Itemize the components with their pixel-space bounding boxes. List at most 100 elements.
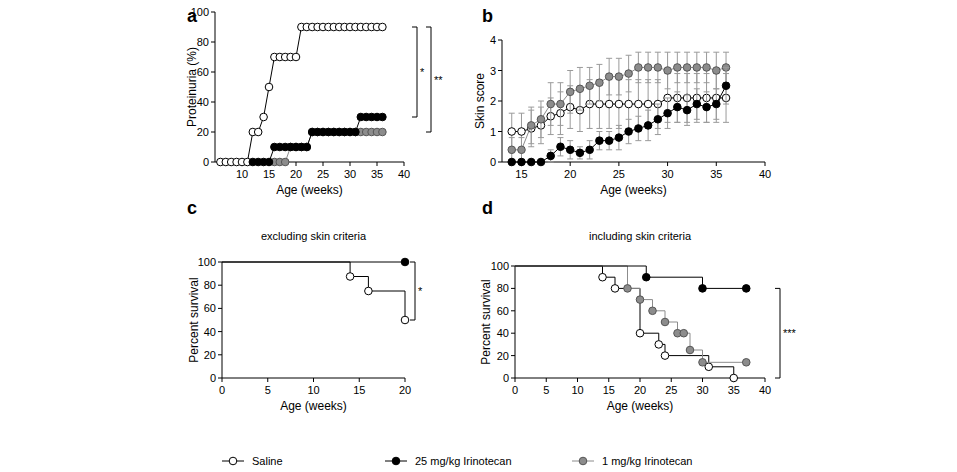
x-tick: [640, 378, 641, 382]
x-tick: [618, 162, 619, 166]
error-cap: [548, 134, 554, 135]
x-tick-label: 40: [398, 168, 410, 180]
panel-label: b: [482, 6, 493, 26]
error-cap: [548, 82, 554, 83]
y-axis-label: Proteinuria (%): [185, 47, 199, 127]
x-tick: [765, 162, 766, 166]
x-tick-label: 5: [543, 384, 549, 396]
y-axis-label: Skin score: [473, 73, 487, 129]
error-cap: [587, 128, 593, 129]
marker: [664, 67, 672, 75]
x-axis-label: Age (weeks): [280, 399, 347, 413]
marker: [379, 23, 387, 31]
marker: [655, 341, 663, 349]
error-cap: [538, 101, 544, 102]
error-cap: [567, 113, 573, 114]
x-tick: [546, 378, 547, 382]
series-line: [515, 266, 746, 288]
marker: [642, 273, 650, 281]
error-cap: [577, 67, 583, 68]
marker: [518, 146, 526, 154]
y-tick-label: 1: [490, 126, 496, 138]
x-tick: [570, 162, 571, 166]
error-cap: [713, 52, 719, 53]
y-tick: [211, 162, 215, 163]
marker: [664, 109, 672, 117]
marker: [722, 82, 730, 90]
series-line: [512, 67, 726, 149]
error-cap: [704, 122, 710, 123]
error-cap: [577, 146, 583, 147]
marker: [703, 103, 711, 111]
series-line: [222, 262, 405, 263]
error-cap: [723, 52, 729, 53]
y-tick-label: 0: [210, 372, 216, 384]
x-tick-label: 30: [696, 384, 708, 396]
error-cap: [655, 82, 661, 83]
marker: [674, 64, 682, 72]
error-cap: [577, 131, 583, 132]
figure: a02040608010010152025303540Age (weeks)Pr…: [0, 0, 957, 472]
error-cap: [616, 125, 622, 126]
y-tick: [211, 42, 215, 43]
error-cap: [635, 116, 641, 117]
marker: [508, 158, 516, 166]
series-line: [515, 266, 734, 378]
marker: [254, 128, 262, 136]
error-cap: [665, 52, 671, 53]
marker: [303, 143, 311, 151]
x-tick: [515, 378, 516, 382]
panel-d: dincluding skin criteria0204060801000510…: [479, 198, 797, 413]
significance-label: **: [434, 74, 443, 86]
y-tick: [211, 132, 215, 133]
marker: [518, 128, 526, 136]
marker: [635, 125, 643, 133]
marker: [615, 73, 623, 81]
marker: [625, 70, 633, 78]
error-cap: [674, 52, 680, 53]
y-axis-label: Percent survival: [187, 277, 201, 362]
error-cap: [567, 128, 573, 129]
y-axis: [515, 266, 516, 378]
series-line: [512, 86, 726, 162]
y-tick-label: 80: [204, 279, 216, 291]
marker: [576, 85, 584, 93]
marker: [699, 359, 707, 367]
marker: [599, 273, 607, 281]
y-tick: [511, 378, 515, 379]
error-cap: [606, 58, 612, 59]
error-cap: [557, 125, 563, 126]
x-tick-label: 20: [399, 384, 411, 396]
x-tick: [716, 162, 717, 166]
error-cap: [635, 82, 641, 83]
marker: [508, 146, 516, 154]
marker: [557, 100, 565, 108]
error-cap: [587, 140, 593, 141]
marker: [635, 100, 643, 108]
plot-area: Saline1 mg/kg Irinotecan25 mg/kg Irinote…: [217, 23, 387, 166]
error-cap: [694, 88, 700, 89]
marker: [605, 137, 613, 145]
error-cap: [518, 137, 524, 138]
marker: [644, 100, 652, 108]
y-tick-label: 3: [490, 65, 496, 77]
error-cap: [704, 122, 710, 123]
marker: [636, 329, 644, 337]
x-tick: [405, 378, 406, 382]
y-tick: [498, 131, 502, 132]
marker: [730, 374, 738, 382]
x-tick: [222, 378, 223, 382]
marker: [644, 64, 652, 72]
x-tick: [577, 378, 578, 382]
x-tick-label: 25: [317, 168, 329, 180]
y-tick-label: 0: [203, 156, 209, 168]
error-cap: [557, 137, 563, 138]
marker: [401, 316, 409, 324]
marker: [401, 258, 409, 266]
x-tick-label: 20: [634, 384, 646, 396]
y-tick-label: 0: [503, 372, 509, 384]
error-cap: [557, 155, 563, 156]
y-axis-label: Percent survival: [479, 279, 493, 364]
x-tick-label: 15: [515, 168, 527, 180]
marker: [281, 158, 289, 166]
